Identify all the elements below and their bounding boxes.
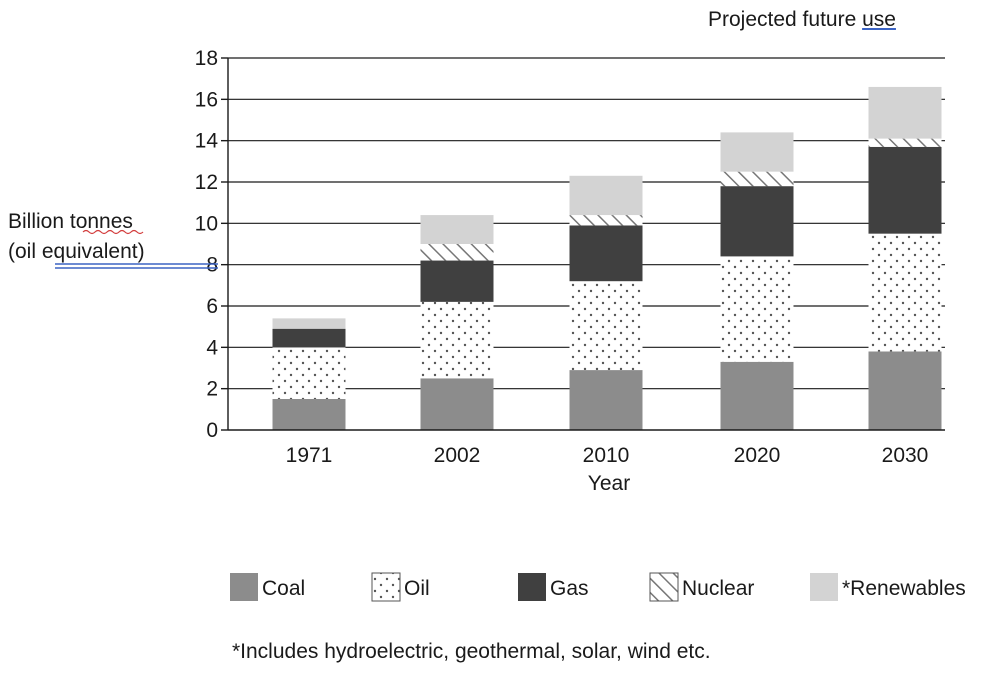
- y-tick-label-10: 10: [195, 212, 218, 235]
- spellcheck-squiggle: [82, 229, 144, 235]
- bar-2002-coal: [420, 378, 494, 430]
- bar-2020-nuclear: [720, 171, 794, 187]
- legend-swatch-renewables: [810, 573, 838, 601]
- bar-2030-oil: [868, 233, 942, 352]
- y-tick-label-18: 18: [195, 47, 218, 70]
- bar-2030-renewables: [868, 86, 942, 139]
- bar-2002-oil: [420, 301, 494, 379]
- bar-2030-gas: [868, 146, 942, 234]
- projected-annotation-text: Projected future use: [708, 8, 896, 31]
- bar-1971-renewables: [272, 318, 346, 329]
- legend-label-renewables: *Renewables: [842, 577, 966, 600]
- bar-2010-coal: [569, 370, 643, 430]
- bar-2030-nuclear: [868, 138, 942, 147]
- y-tick-label-8: 8: [206, 254, 218, 277]
- x-axis-label: Year: [588, 472, 630, 495]
- footnote: *Includes hydroelectric, geothermal, sol…: [232, 640, 711, 664]
- bars-group: [272, 86, 942, 430]
- x-tick-label-2030: 2030: [882, 444, 929, 467]
- legend-label-oil: Oil: [404, 577, 430, 600]
- y-tick-label-6: 6: [206, 295, 218, 318]
- bar-2020-gas: [720, 186, 794, 257]
- bar-2002-renewables: [420, 215, 494, 244]
- x-tick-label-2002: 2002: [434, 444, 481, 467]
- legend-swatch-nuclear: [649, 572, 679, 602]
- bar-1971-coal: [272, 399, 346, 430]
- y-tick-label-0: 0: [206, 419, 218, 442]
- x-tick-label-1971: 1971: [286, 444, 333, 467]
- legend-swatch-coal: [230, 573, 258, 601]
- y-tick-label-4: 4: [206, 336, 218, 359]
- bar-2010-oil: [569, 281, 643, 371]
- x-tick-label-2010: 2010: [583, 444, 630, 467]
- bar-2002-nuclear: [420, 244, 494, 261]
- x-tick-labels: 1971 2002 2010 2020 2030: [286, 444, 929, 467]
- bar-2010-nuclear: [569, 215, 643, 226]
- legend: Coal Oil Gas Nuclear *Renewables: [230, 572, 966, 602]
- bar-2002-gas: [420, 260, 494, 302]
- legend-swatch-oil: [371, 572, 401, 602]
- bar-1971-gas: [272, 328, 346, 348]
- legend-swatch-gas: [518, 573, 546, 601]
- gridlines: [228, 57, 945, 390]
- bar-1971-oil: [272, 347, 346, 399]
- y-axis-label-line2: (oil equivalent): [8, 240, 145, 263]
- y-tick-label-14: 14: [195, 130, 219, 153]
- legend-label-coal: Coal: [262, 577, 305, 600]
- legend-label-nuclear: Nuclear: [682, 577, 754, 600]
- bar-2020-renewables: [720, 132, 794, 172]
- y-tick-label-16: 16: [195, 88, 218, 111]
- bar-2020-oil: [720, 256, 794, 362]
- projected-annotation-underlined-word: use: [862, 8, 896, 31]
- y-axis-label-line1: Billion tonnes: [8, 210, 133, 233]
- axes-group: [221, 57, 945, 431]
- y-tick-label-2: 2: [206, 378, 218, 401]
- y-tick-label-12: 12: [195, 171, 218, 194]
- bar-2010-gas: [569, 225, 643, 282]
- y-tick-labels: 0 2 4 6 8 10 12 14 16 18: [195, 47, 219, 442]
- bar-2020-coal: [720, 361, 794, 430]
- bar-2010-renewables: [569, 175, 643, 216]
- bar-2030-coal: [868, 351, 942, 430]
- projected-future-use-annotation: Projected future use: [708, 8, 896, 32]
- footnote-text: *Includes hydroelectric, geothermal, sol…: [232, 640, 711, 663]
- x-tick-label-2020: 2020: [734, 444, 781, 467]
- legend-label-gas: Gas: [550, 577, 589, 600]
